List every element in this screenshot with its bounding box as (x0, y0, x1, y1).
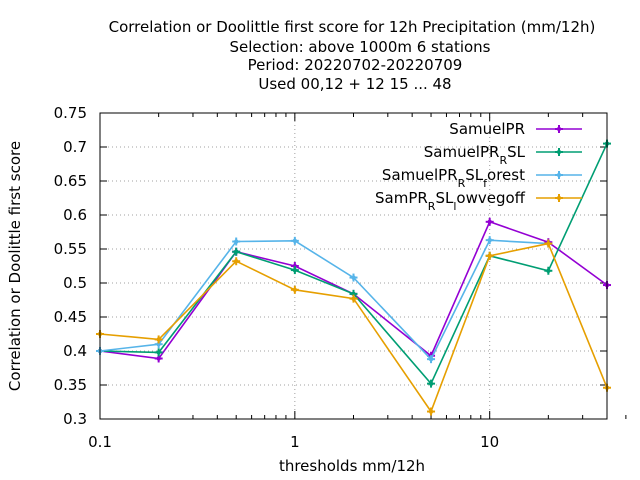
legend-label: SamuelPRRSLforest (382, 166, 525, 190)
legend-marker (555, 171, 563, 179)
data-point (485, 251, 494, 260)
y-tick-label: 0.45 (54, 308, 87, 326)
y-tick-label: 0.6 (63, 206, 87, 224)
y-tick-label: 0.3 (63, 410, 87, 428)
legend-marker (555, 148, 563, 156)
legend-item: SamPRRSLlowvegoff (375, 189, 582, 213)
data-point (232, 237, 241, 246)
legend-marker (555, 194, 563, 202)
data-point (427, 407, 436, 416)
x-axis-label: thresholds mm/12h (279, 457, 425, 475)
y-tick-label: 0.5 (63, 274, 87, 292)
legend-label: SamuelPR (449, 120, 525, 138)
data-point (427, 355, 436, 364)
legend-label: SamuelPRRSL (424, 143, 526, 167)
chart-title: Correlation or Doolittle first score for… (109, 18, 596, 93)
y-axis-ticks: 0.3 0.35 0.4 0.45 0.5 0.55 0.6 0.65 0.7 0.75 (54, 104, 607, 428)
series-samuelpr-rsl (96, 139, 611, 388)
x-tick-label: 1 (290, 433, 300, 451)
data-point (290, 285, 299, 294)
x-axis-ticks: 0.1 1 10 (88, 113, 627, 451)
gridlines (100, 113, 607, 419)
data-point (232, 257, 241, 266)
data-point (349, 294, 358, 303)
y-tick-label: 0.4 (63, 342, 87, 360)
plot-frame (99, 112, 608, 420)
title-line-2: Selection: above 1000m 6 stations (229, 38, 490, 56)
title-line-1: Correlation or Doolittle first score for… (109, 18, 596, 36)
data-point (232, 247, 241, 256)
y-tick-label: 0.7 (63, 138, 87, 156)
data-point (290, 266, 299, 275)
legend-label: SamPRRSLlowvegoff (375, 189, 526, 213)
legend: SamuelPR SamuelPRRSLSamuelPRRSLforestSamP… (375, 120, 582, 213)
series-lines (96, 139, 611, 416)
data-point (544, 239, 553, 248)
legend-item: SamuelPR (449, 120, 582, 138)
series-line (99, 143, 608, 386)
legend-item: SamuelPRRSL (424, 143, 582, 167)
data-point (154, 335, 163, 344)
y-tick-label: 0.75 (54, 104, 87, 122)
title-line-3: Period: 20220702-20220709 (248, 56, 463, 74)
legend-item: SamuelPRRSLforest (382, 166, 582, 190)
y-axis-label: Correlation or Doolittle first score (6, 141, 24, 391)
y-tick-label: 0.65 (54, 172, 87, 190)
data-point (485, 217, 494, 226)
data-point (349, 273, 358, 282)
data-point (290, 236, 299, 245)
data-point (427, 379, 436, 388)
series-line (99, 242, 608, 414)
series-sampr-rsl-lowvegoff (96, 239, 611, 416)
title-line-4: Used 00,12 + 12 15 ... 48 (258, 75, 451, 93)
x-tick-label: 0.1 (88, 433, 112, 451)
y-tick-label: 0.55 (54, 240, 87, 258)
x-tick-label: 10 (480, 433, 499, 451)
y-tick-label: 0.35 (54, 376, 87, 394)
data-point (154, 348, 163, 357)
legend-marker (555, 125, 563, 133)
data-point (544, 266, 553, 275)
data-point (485, 236, 494, 245)
